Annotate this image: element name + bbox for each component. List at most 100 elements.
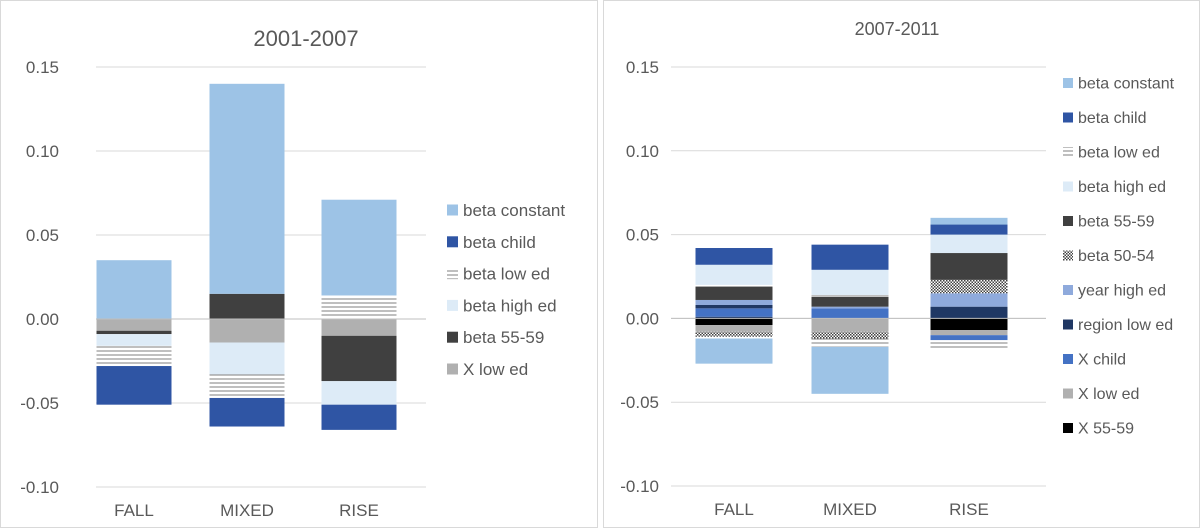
chart-panel-2007-2011: 2007-2011 0.15 0.10 0.05 0.00 -0.05 -0.10 FALL M… [603,0,1200,528]
chart-panel-2001-2007: 2001-2007 0.15 0.10 0.05 0.00 -0.05 -0.10 FALL M… [0,0,598,528]
bar-segment-fall-beta-low-ed [695,284,773,287]
legend-label-year-high-ed: year high ed [1078,283,1166,300]
chart-title: 2007-2011 [855,19,940,39]
bar-segment-mixed-x-low-ed [811,318,889,332]
bar-segment-rise-beta-55-59 [321,335,397,382]
y-tick-label: -0.05 [620,393,659,412]
legend-label-beta-50-54: beta 50-54 [1078,248,1155,265]
legend-label-beta-child: beta child [463,233,536,252]
legend-label-beta-55-59: beta 55-59 [463,328,544,347]
bar-segment-rise-x-low-ed [930,330,1008,336]
y-tick-label: 0.10 [26,142,59,161]
bar-segment-rise-beta-high-ed [930,234,1008,254]
bar-segment-fall-beta-high-ed [96,334,172,346]
bar-segment-fall-year-high-ed [695,299,773,305]
legend-label-beta-high-ed: beta high ed [463,296,557,315]
y-tick-label: 0.15 [626,58,659,77]
bar-segment-fall-x-low-ed [695,325,773,332]
legend-label-beta-high-ed: beta high ed [1078,179,1166,196]
category-label-rise: RISE [339,501,379,520]
category-label-fall: FALL [114,501,154,520]
legend-swatch-beta-low-ed [1063,147,1073,157]
bar-segment-fall-x-55-59 [695,318,773,326]
legend-label-region-low-ed: region low ed [1078,317,1173,334]
legend-swatch-beta-low-ed [447,268,458,280]
legend-label-beta-55-59: beta 55-59 [1078,214,1155,231]
bar-segment-rise-x-child [930,335,1008,341]
bar-segment-rise-beta-high-ed [321,381,397,405]
chart-2001-2007: 2001-2007 0.15 0.10 0.05 0.00 -0.05 -0.10 FALL M… [20,26,565,520]
y-tick-label: 0.00 [26,310,59,329]
category-label-fall: FALL [714,500,754,519]
y-tick-label: 0.00 [626,309,659,328]
legend-swatch-beta-high-ed [447,299,458,311]
legend-swatch-beta-child [447,236,458,248]
legend-swatch-x-child [1063,354,1073,364]
bar-segment-fall-region-low-ed [695,316,773,319]
bar-segment-mixed-beta-55-59 [209,293,285,319]
bar-segment-fall-beta-55-59 [695,286,773,300]
bar-segment-mixed-beta-low-ed [209,374,285,398]
legend-swatch-x-low-ed [447,363,458,375]
y-tick-label: 0.05 [626,226,659,245]
bar-segment-mixed-beta-low-ed [811,338,889,347]
bar-segment-fall-beta-low-ed [96,345,172,367]
chart-title: 2001-2007 [253,26,358,51]
bar-segment-mixed-beta-50-54 [811,331,889,339]
bar-segment-mixed-year-high-ed [811,306,889,309]
bar-segment-fall-beta-55-59 [96,330,172,335]
bar-segment-rise-beta-child [321,404,397,430]
legend-swatch-year-high-ed [1063,285,1073,295]
bar-segment-fall-region-low-ed [695,304,773,309]
legend-label-beta-low-ed: beta low ed [463,265,550,284]
bar-segment-rise-x-low-ed [321,319,397,336]
legend-swatch-beta-55-59 [447,331,458,343]
bar-segment-rise-beta-50-54 [930,279,1008,294]
legend-swatch-beta-child [1063,112,1073,123]
legend-swatch-beta-constant [1063,78,1073,88]
bar-segment-fall-x-low-ed [96,319,172,331]
bar-segment-rise-region-low-ed [930,306,1008,319]
bar-segment-rise-beta-low-ed [321,295,397,319]
y-tick-label: 0.05 [26,226,59,245]
bar-segment-mixed-beta-constant [811,346,889,394]
bar-segment-mixed-beta-low-ed [811,294,889,297]
legend-swatch-beta-constant [447,204,458,216]
bar-segment-mixed-beta-child [209,397,285,427]
bar-segment-fall-beta-constant [96,260,172,319]
bar-segment-mixed-x-low-ed [209,319,285,343]
bar-segment-rise-beta-low-ed [930,340,1008,349]
bar-segment-mixed-beta-high-ed [209,342,285,375]
legend-label-beta-child: beta child [1078,110,1147,127]
bar-segment-fall-beta-low-ed [695,336,773,339]
bar-segment-rise-beta-constant [930,217,1008,225]
bar-segment-mixed-x-child [811,308,889,319]
y-tick-label: -0.05 [20,394,59,413]
legend-label-x-55-59: X 55-59 [1078,421,1134,438]
bar-segment-mixed-beta-55-59 [811,296,889,307]
category-label-mixed: MIXED [220,501,274,520]
y-tick-label: 0.15 [26,58,59,77]
legend-label-beta-constant: beta constant [1078,76,1175,93]
y-tick-label: -0.10 [620,477,659,496]
bar-segment-rise-beta-constant [321,199,397,296]
legend-label-x-low-ed: X low ed [463,360,528,379]
bar-segment-fall-beta-child [96,366,172,405]
y-tick-label: -0.10 [20,478,59,497]
legend-label-x-child: X child [1078,352,1126,369]
bar-segment-rise-beta-child [930,224,1008,235]
bar-segment-rise-x-55-59 [930,318,1008,331]
category-label-mixed: MIXED [823,500,877,519]
legend-swatch-beta-55-59 [1063,216,1073,226]
bar-segment-fall-beta-high-ed [695,264,773,285]
bar-segment-mixed-beta-constant [209,83,285,294]
legend-swatch-beta-50-54 [1063,250,1073,261]
bar-segment-rise-beta-55-59 [930,253,1008,280]
bar-segment-fall-x-child [695,308,773,317]
legend-label-x-low-ed: X low ed [1078,386,1139,403]
bar-segment-mixed-beta-child [811,244,889,270]
bar-segment-rise-year-high-ed [930,293,1008,307]
legend-swatch-x-low-ed [1063,388,1073,399]
bar-segment-fall-beta-child [695,248,773,265]
legend-swatch-region-low-ed [1063,319,1073,330]
